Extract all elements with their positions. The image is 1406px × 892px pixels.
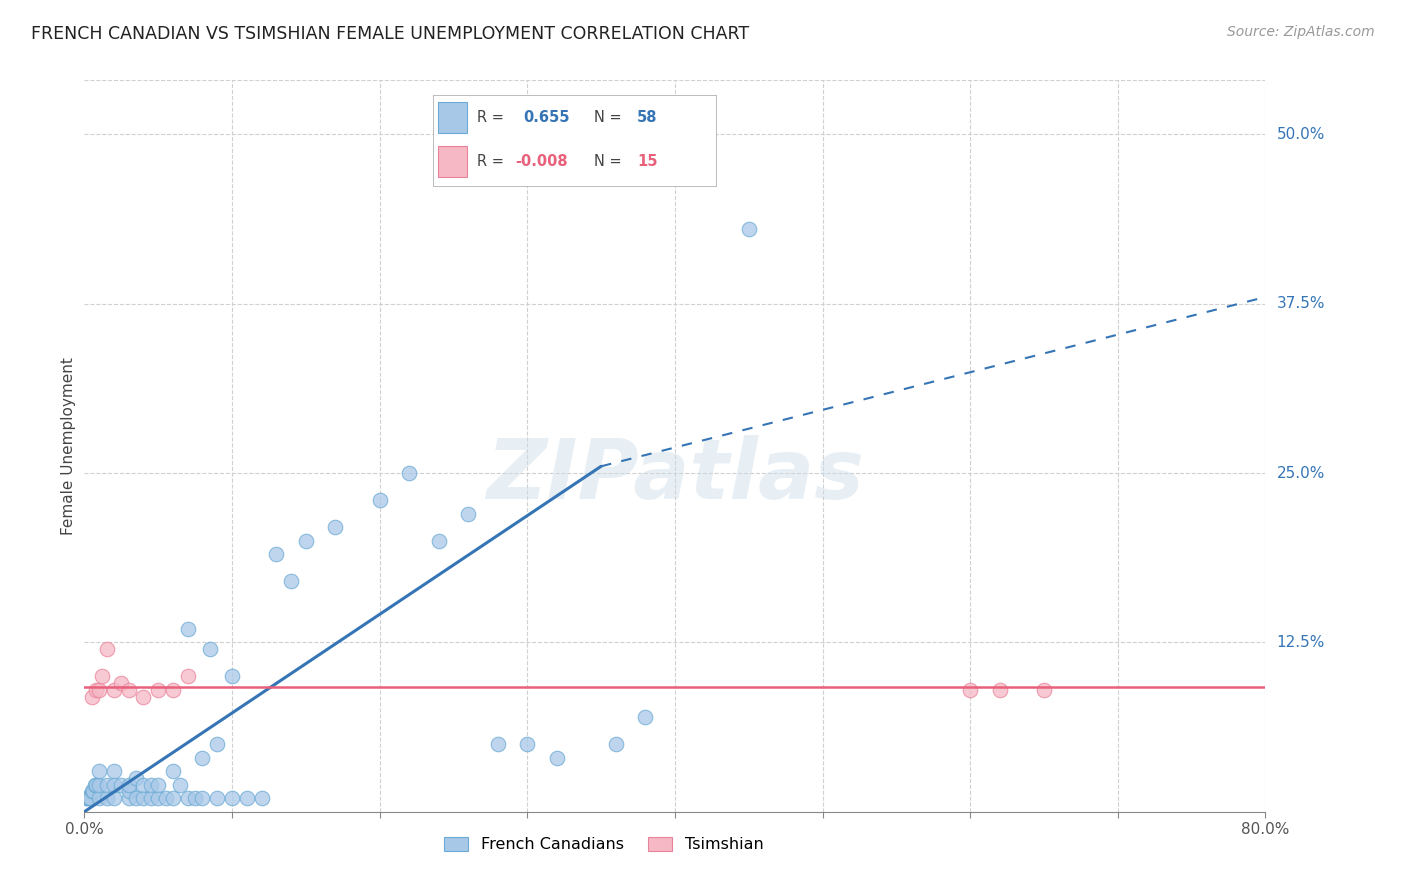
French Canadians — [96, 791, 118, 805]
French Canadians — [266, 547, 288, 561]
French Canadians — [84, 778, 107, 792]
Tsimshian — [132, 690, 155, 704]
French Canadians — [125, 791, 148, 805]
Text: 50.0%: 50.0% — [1277, 127, 1324, 142]
French Canadians — [207, 737, 229, 751]
French Canadians — [139, 791, 162, 805]
Tsimshian — [91, 669, 114, 683]
French Canadians — [110, 778, 132, 792]
French Canadians — [236, 791, 259, 805]
French Canadians — [118, 791, 141, 805]
French Canadians — [605, 737, 627, 751]
French Canadians — [184, 791, 207, 805]
Tsimshian — [959, 682, 981, 697]
French Canadians — [427, 533, 450, 548]
French Canadians — [162, 764, 184, 778]
French Canadians — [457, 507, 479, 521]
French Canadians — [177, 791, 200, 805]
French Canadians — [486, 737, 509, 751]
French Canadians — [139, 778, 162, 792]
French Canadians — [148, 791, 170, 805]
French Canadians — [398, 466, 420, 480]
French Canadians — [198, 642, 221, 657]
French Canadians — [177, 622, 200, 636]
French Canadians — [77, 791, 100, 805]
French Canadians — [83, 778, 105, 792]
French Canadians — [103, 791, 125, 805]
Tsimshian — [162, 682, 184, 697]
French Canadians — [118, 778, 141, 792]
French Canadians — [295, 533, 318, 548]
Tsimshian — [177, 669, 200, 683]
Tsimshian — [148, 682, 170, 697]
French Canadians — [80, 784, 103, 798]
Tsimshian — [87, 682, 111, 697]
Text: 25.0%: 25.0% — [1277, 466, 1324, 481]
French Canadians — [132, 778, 155, 792]
French Canadians — [87, 764, 111, 778]
French Canadians — [162, 791, 184, 805]
Tsimshian — [80, 690, 103, 704]
French Canadians — [221, 791, 243, 805]
Tsimshian — [118, 682, 141, 697]
French Canadians — [75, 791, 97, 805]
French Canadians — [87, 791, 111, 805]
French Canadians — [280, 574, 302, 589]
French Canadians — [103, 778, 125, 792]
French Canadians — [738, 222, 761, 236]
Legend: French Canadians, Tsimshian: French Canadians, Tsimshian — [439, 830, 770, 859]
French Canadians — [191, 750, 214, 764]
French Canadians — [634, 710, 657, 724]
French Canadians — [191, 791, 214, 805]
Y-axis label: Female Unemployment: Female Unemployment — [60, 357, 76, 535]
French Canadians — [79, 791, 101, 805]
French Canadians — [221, 669, 243, 683]
Tsimshian — [988, 682, 1011, 697]
Tsimshian — [96, 642, 118, 657]
French Canadians — [76, 791, 98, 805]
French Canadians — [169, 778, 191, 792]
French Canadians — [148, 778, 170, 792]
French Canadians — [546, 750, 568, 764]
Text: ZIPatlas: ZIPatlas — [486, 434, 863, 516]
French Canadians — [516, 737, 538, 751]
Tsimshian — [103, 682, 125, 697]
French Canadians — [96, 778, 118, 792]
Tsimshian — [1033, 682, 1056, 697]
Text: 37.5%: 37.5% — [1277, 296, 1324, 311]
Tsimshian — [84, 682, 107, 697]
French Canadians — [132, 791, 155, 805]
French Canadians — [250, 791, 273, 805]
Text: 12.5%: 12.5% — [1277, 635, 1324, 650]
French Canadians — [155, 791, 177, 805]
Text: Source: ZipAtlas.com: Source: ZipAtlas.com — [1227, 25, 1375, 39]
French Canadians — [368, 493, 391, 508]
French Canadians — [82, 784, 104, 798]
French Canadians — [87, 778, 111, 792]
French Canadians — [125, 771, 148, 785]
Tsimshian — [110, 676, 132, 690]
French Canadians — [207, 791, 229, 805]
French Canadians — [325, 520, 347, 534]
French Canadians — [103, 764, 125, 778]
Text: FRENCH CANADIAN VS TSIMSHIAN FEMALE UNEMPLOYMENT CORRELATION CHART: FRENCH CANADIAN VS TSIMSHIAN FEMALE UNEM… — [31, 25, 749, 43]
French Canadians — [118, 784, 141, 798]
